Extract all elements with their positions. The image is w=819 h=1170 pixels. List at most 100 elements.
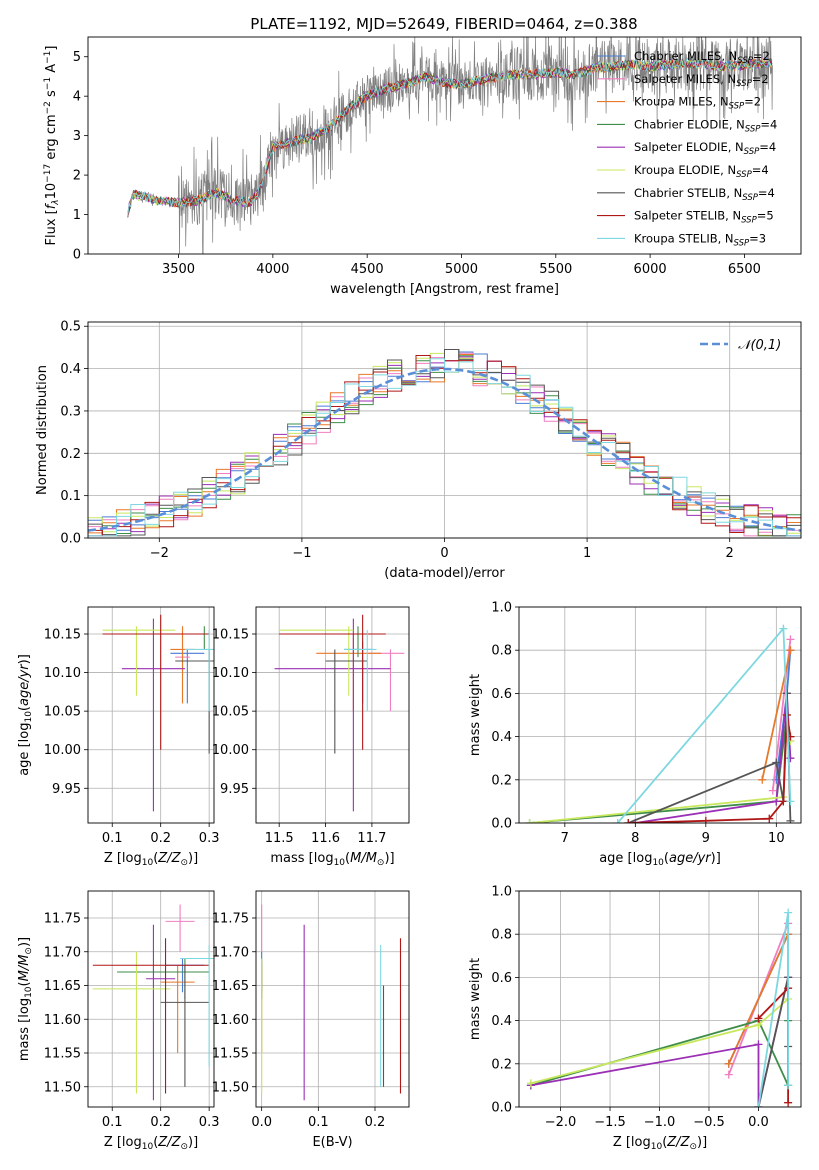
weight-point-marker — [784, 1098, 793, 1107]
y-tick-label: 0.0 — [491, 817, 512, 832]
weight-point-marker — [786, 754, 795, 763]
x-axis-label: E(B-V) — [312, 1135, 352, 1150]
y-tick-label: 11.70 — [212, 945, 249, 960]
weight-vs-metallicity-panel: −2.0 −1.5 −1.0 −0.5 0.0 0.0 0.2 0.4 0.6 0.8 1.0 Z [… — [468, 885, 802, 1152]
weight-series-line — [757, 977, 789, 1107]
axes-frame — [255, 890, 410, 1108]
y-tick-label: 0.0 — [60, 532, 81, 547]
plot-area — [88, 349, 801, 537]
axes-frame — [255, 606, 410, 824]
weight-point-marker — [786, 646, 795, 655]
plot-area — [127, 37, 773, 254]
x-tick-label: −2 — [150, 546, 169, 561]
x-tick-label: −1.0 — [644, 1115, 676, 1130]
weight-point-marker — [754, 1014, 763, 1023]
y-tick-label: 0.4 — [491, 730, 512, 745]
errorbar-point — [165, 904, 195, 952]
x-axis-label: age [log10(age/yr)] — [599, 851, 721, 868]
errorbar-point — [325, 649, 368, 754]
weight-point-marker — [784, 908, 793, 917]
model-spectrum-line — [127, 57, 773, 218]
weight-point-marker — [784, 1081, 793, 1090]
axes-frame — [87, 890, 215, 1108]
errorbar-point — [344, 630, 377, 712]
weight-point-marker — [724, 1059, 733, 1068]
y-axis-label: age [log10(age/yr)] — [17, 654, 34, 776]
errorbar-point — [279, 614, 386, 750]
y-tick-label: 4 — [73, 90, 81, 105]
observed-spectrum-line — [127, 37, 773, 254]
y-tick-label: 11.55 — [44, 1047, 81, 1062]
x-tick-label: 0.0 — [748, 1115, 769, 1130]
plot-area — [525, 624, 795, 823]
y-tick-label: 11.65 — [212, 979, 249, 994]
x-tick-label: 5500 — [539, 262, 572, 277]
figure-title: PLATE=1192, MJD=52649, FIBERID=0464, z=0… — [250, 15, 637, 33]
errorbar-point — [189, 626, 210, 650]
legend-entry: Salpeter ELODIE, NSSP=4 — [634, 140, 776, 157]
x-tick-label: 0.1 — [308, 1115, 329, 1130]
x-axis-label: mass [log10(M/M⊙)] — [270, 851, 394, 868]
weight-point-marker — [765, 814, 774, 823]
age-vs-mass-panel: 11.5 11.6 11.7 9.95 10.00 10.05 10.10 10.15 mass… — [212, 606, 410, 868]
y-tick-label: 0.2 — [491, 1057, 512, 1072]
y-axis-label: Flux [fλ10−17 erg cm−2 s−1 A−1] — [43, 46, 61, 246]
x-tick-label: 6500 — [728, 262, 761, 277]
legend-entry: Kroupa STELIB, NSSP=3 — [634, 231, 766, 248]
y-tick-label: 10.05 — [212, 705, 249, 720]
age-vs-metallicity-panel: 0.1 0.2 0.3 9.95 10.00 10.05 10.10 10.15 Z [log1… — [17, 606, 219, 868]
plot-area — [261, 904, 402, 1101]
errorbar-point — [121, 618, 185, 812]
y-tick-label: 0.4 — [491, 1014, 512, 1029]
mass-vs-metallicity-panel: 0.1 0.2 0.3 11.50 11.55 11.60 11.65 11.70 11.75 Z… — [17, 890, 219, 1152]
plot-area — [102, 614, 214, 812]
weight-point-marker — [779, 624, 788, 633]
weight-series-line — [617, 626, 792, 823]
errorbar-point — [160, 965, 210, 1087]
y-tick-label: 0.4 — [60, 362, 81, 377]
y-tick-label: 11.50 — [212, 1080, 249, 1095]
x-tick-label: 0 — [440, 546, 448, 561]
weight-vs-age-panel: 7 8 9 10 0.0 0.2 0.4 0.6 0.8 1.0 age [log10(age/yr… — [468, 601, 802, 868]
y-tick-label: 1.0 — [491, 885, 512, 900]
y-tick-label: 11.75 — [44, 912, 81, 927]
residuals-panel: −2 −1 0 1 2 0.0 0.1 0.2 0.3 0.4 0.5 (data-model)/er… — [35, 320, 802, 581]
legend-entry: Chabrier STELIB, NSSP=4 — [634, 186, 775, 203]
x-tick-label: 4500 — [351, 262, 384, 277]
x-tick-label: 5000 — [445, 262, 478, 277]
y-tick-label: 11.55 — [212, 1047, 249, 1062]
y-tick-label: 2 — [73, 169, 81, 184]
x-tick-label: 2 — [726, 546, 734, 561]
y-tick-label: 0.0 — [491, 1101, 512, 1116]
axes-frame — [87, 36, 802, 255]
y-tick-label: 9.95 — [220, 782, 249, 797]
x-tick-label: 0.1 — [102, 1115, 123, 1130]
errorbar-point — [170, 649, 205, 704]
x-tick-label: 10 — [768, 831, 785, 846]
x-tick-label: 9 — [702, 831, 710, 846]
y-tick-label: 11.60 — [44, 1013, 81, 1028]
legend-entry: Kroupa MILES, NSSP=2 — [634, 95, 761, 112]
weight-point-marker — [758, 775, 767, 784]
weight-series-line — [529, 714, 792, 823]
y-tick-label: 0.5 — [60, 320, 81, 335]
errorbar-point — [92, 951, 171, 1094]
y-axis-label: Normed distribution — [35, 365, 50, 495]
x-tick-label: 3500 — [162, 262, 195, 277]
errorbar-point — [160, 965, 195, 1053]
x-tick-label: 11.6 — [311, 831, 340, 846]
y-tick-label: 0.2 — [60, 447, 81, 462]
model-spectrum-line — [127, 58, 773, 218]
y-tick-label: 10.05 — [44, 705, 81, 720]
y-tick-label: 0 — [73, 248, 81, 263]
weight-point-marker — [786, 635, 795, 644]
plot-area — [274, 614, 405, 812]
errorbar-point — [170, 626, 195, 704]
weight-point-marker — [779, 797, 788, 806]
legend-entry: Salpeter MILES, NSSP=2 — [634, 72, 769, 89]
x-tick-label: 6000 — [634, 262, 667, 277]
plot-area — [92, 904, 214, 1101]
x-tick-label: 0.1 — [102, 831, 123, 846]
weight-point-marker — [772, 797, 781, 806]
weight-point-marker — [786, 797, 795, 806]
